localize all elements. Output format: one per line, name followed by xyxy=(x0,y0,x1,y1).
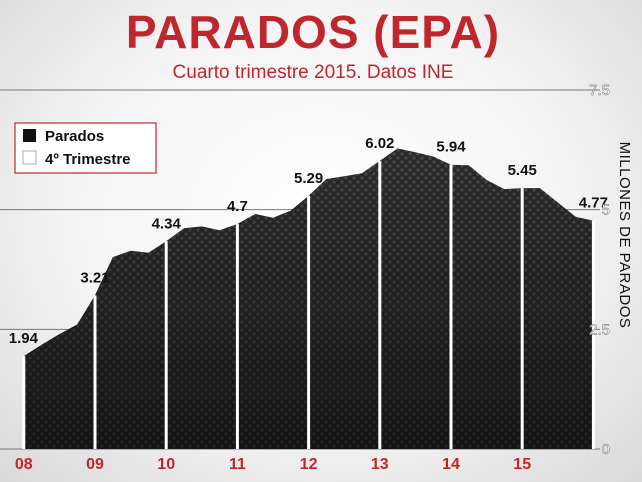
data-label: 4.77 xyxy=(579,195,608,212)
xtick-layer: 08 09 10 11 12 13 14 15 xyxy=(15,456,531,473)
y-axis-label: MILLONES DE PARADOS xyxy=(616,142,633,329)
x-tick-label: 15 xyxy=(513,456,531,473)
marker-layer xyxy=(22,160,595,449)
x-tick-label: 08 xyxy=(15,456,33,473)
label-layer: 1.94 3.21 4.34 4.7 5.29 6.02 5.94 5.45 4.77 xyxy=(9,135,608,347)
y-tick-label: 7.5 xyxy=(589,82,610,99)
data-label: 3.21 xyxy=(80,269,109,286)
legend-label-parados: Parados xyxy=(45,128,104,145)
legend-label-q4: 4º Trimestre xyxy=(45,151,131,168)
x-tick-label: 10 xyxy=(157,456,175,473)
x-tick-label: 13 xyxy=(371,456,389,473)
data-label: 5.94 xyxy=(436,139,466,156)
y-tick-label: 5 xyxy=(602,202,610,219)
data-label: 1.94 xyxy=(9,330,39,347)
data-label: 5.45 xyxy=(508,162,537,179)
legend-swatch-q4 xyxy=(22,150,37,165)
y-tick-label: 0 xyxy=(602,441,610,458)
legend: Parados 4º Trimestre xyxy=(14,122,157,174)
data-label: 4.34 xyxy=(152,215,182,232)
x-tick-label: 14 xyxy=(442,456,460,473)
ytick-layer: 0 2.5 5 7.5 xyxy=(589,82,610,458)
x-tick-label: 12 xyxy=(300,456,318,473)
chart-subtitle: Cuarto trimestre 2015. Datos INE xyxy=(173,62,454,83)
y-tick-label: 2.5 xyxy=(589,321,610,338)
x-tick-label: 11 xyxy=(229,456,246,473)
data-label: 5.29 xyxy=(294,170,323,187)
x-tick-label: 09 xyxy=(86,456,104,473)
data-label: 4.7 xyxy=(227,198,248,215)
legend-box xyxy=(14,122,157,174)
chart-title: PARADOS (EPA) xyxy=(126,6,500,58)
legend-swatch-parados xyxy=(23,129,36,142)
data-label: 6.02 xyxy=(365,135,394,152)
